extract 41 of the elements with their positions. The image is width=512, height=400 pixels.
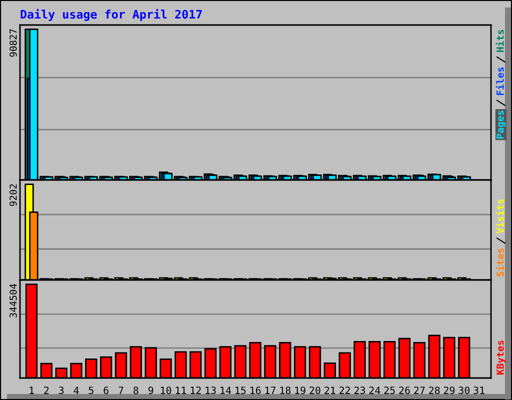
text: 344504 <box>10 284 17 318</box>
x-tick-label: 9 <box>148 386 154 394</box>
text: KBytes <box>496 340 506 374</box>
x-tick-label: 6 <box>104 386 108 394</box>
x-tick-label: 5 <box>88 386 94 394</box>
x-tick-label: 13 <box>206 386 216 394</box>
x-tick-label: 25 <box>384 386 395 394</box>
legend-label: Sites <box>496 248 504 276</box>
x-tick-label: 26 <box>399 386 410 394</box>
x-tick-label: 4 <box>74 386 79 394</box>
x-tick-label: 29 <box>444 386 455 394</box>
text: Visits <box>496 199 504 234</box>
x-tick-label: 3 <box>58 386 64 394</box>
x-tick-label: 2 <box>44 386 49 394</box>
x-tick-label: 17 <box>265 386 276 394</box>
x-tick-label: 8 <box>134 386 138 394</box>
x-tick-label: 15 <box>236 386 246 394</box>
x-tick-label: 24 <box>369 386 380 394</box>
x-tick-label: 21 <box>324 386 336 394</box>
x-tick-label: 12 <box>190 386 201 394</box>
x-tick-label: 7 <box>118 386 124 394</box>
x-tick-label: 27 <box>414 386 425 394</box>
x-tick-label: 23 <box>354 386 365 394</box>
chart-title: Daily usage for April 2017 <box>20 9 202 21</box>
x-tick-label: 18 <box>280 386 290 394</box>
x-tick-label: 1 <box>30 386 34 394</box>
legend-label: Pages <box>496 110 506 138</box>
x-tick-label: 28 <box>429 386 440 394</box>
x-tick-label: 14 <box>220 386 231 394</box>
legend-label: Files <box>496 67 504 96</box>
text: 9202 <box>10 184 17 206</box>
x-tick-label: 31 <box>474 386 484 394</box>
text: 90827 <box>10 29 17 57</box>
x-tick-label: 19 <box>295 386 306 394</box>
x-tick-label: 10 <box>160 386 172 394</box>
x-tick-label: 30 <box>458 386 470 394</box>
text: Hits <box>496 30 504 52</box>
x-tick-label: 22 <box>340 386 350 394</box>
x-tick-label: 16 <box>250 386 261 394</box>
x-tick-label: 11 <box>176 386 186 394</box>
x-tick-label: 20 <box>310 386 320 394</box>
